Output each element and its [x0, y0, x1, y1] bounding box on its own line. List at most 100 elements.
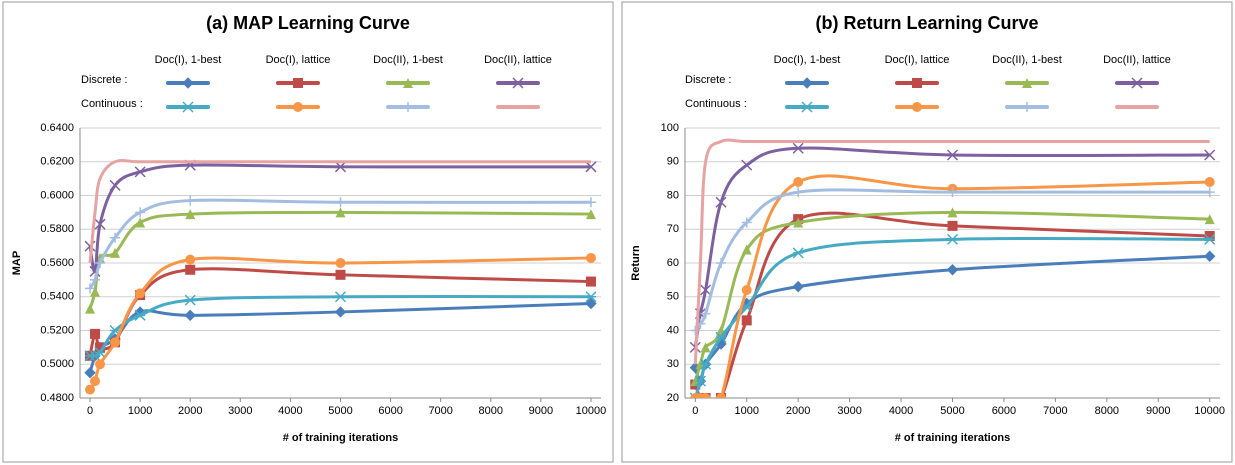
x-tick-label: 0: [692, 405, 698, 417]
marker: [741, 159, 753, 171]
marker: [94, 346, 106, 358]
legend-column-label: Doc(II), 1-best: [992, 54, 1062, 66]
marker: [1204, 231, 1215, 241]
marker: [801, 101, 813, 113]
marker: [1204, 233, 1216, 245]
marker: [85, 283, 96, 294]
x-tick-label: 4000: [889, 405, 913, 417]
x-tick-label: 1000: [734, 405, 758, 417]
marker: [946, 149, 959, 161]
marker: [801, 77, 813, 89]
y-tick-label: 60: [667, 257, 679, 269]
chart-panel: (a) MAP Learning Curve Doc(I), 1-best Doc(…: [2, 1, 614, 463]
marker: [293, 78, 303, 88]
marker: [741, 285, 752, 295]
x-tick-label: 5000: [940, 405, 964, 417]
marker: [334, 306, 347, 318]
marker: [700, 342, 711, 353]
legend-column-label: Doc(I), lattice: [885, 54, 950, 66]
legend-row-label: Continuous :: [81, 98, 143, 110]
series-line: [695, 174, 1210, 398]
marker: [716, 258, 727, 268]
marker: [334, 161, 347, 173]
marker: [792, 280, 804, 293]
marker: [1022, 102, 1032, 112]
y-tick-label: 0.5800: [40, 223, 74, 235]
marker: [135, 217, 146, 228]
marker: [1204, 214, 1215, 225]
marker: [912, 102, 922, 112]
marker: [512, 77, 524, 89]
marker: [585, 209, 596, 220]
x-tick-label: 2000: [786, 405, 810, 417]
marker: [793, 217, 804, 228]
marker: [184, 294, 196, 306]
legend-column-label: Doc(I), lattice: [266, 54, 331, 66]
marker: [585, 276, 596, 287]
x-tick-label: 6000: [378, 405, 402, 417]
x-tick-label: 8000: [1095, 405, 1119, 417]
y-tick-label: 20: [667, 392, 679, 404]
marker: [134, 166, 146, 178]
x-tick-label: 3000: [837, 405, 861, 417]
marker: [793, 187, 804, 198]
marker: [182, 101, 194, 113]
marker: [1022, 78, 1032, 88]
marker: [741, 217, 752, 228]
marker: [947, 220, 958, 231]
x-tick-label: 10000: [1194, 405, 1225, 417]
series-line: [693, 211, 1210, 398]
marker: [134, 309, 146, 321]
marker: [334, 291, 347, 303]
marker: [90, 286, 101, 297]
marker: [182, 77, 194, 89]
marker: [947, 207, 958, 218]
marker: [185, 209, 196, 220]
x-tick-label: 8000: [479, 405, 503, 417]
marker: [585, 297, 597, 310]
x-tick-label: 4000: [278, 405, 302, 417]
x-tick-label: 7000: [1043, 405, 1067, 417]
marker: [109, 179, 121, 191]
y-axis-label: Return: [630, 245, 642, 281]
marker: [792, 142, 804, 154]
marker: [335, 258, 346, 268]
marker: [793, 177, 804, 187]
marker: [90, 328, 101, 339]
legend-column-label: Doc(II), 1-best: [373, 54, 443, 66]
series-line: [693, 236, 1210, 398]
x-tick-label: 0: [87, 405, 93, 417]
series-line: [88, 163, 591, 274]
y-tick-label: 0.6200: [40, 156, 74, 168]
chart-title: (b) Return Learning Curve: [815, 13, 1038, 33]
marker: [946, 233, 959, 245]
marker: [134, 306, 146, 318]
y-tick-label: 80: [667, 189, 679, 201]
legend-column-label: Doc(II), lattice: [1103, 54, 1171, 66]
marker: [95, 258, 106, 268]
y-tick-label: 0.5000: [40, 358, 74, 370]
legend-row-label: Discrete :: [685, 74, 731, 86]
y-tick-label: 40: [667, 324, 679, 336]
x-tick-label: 9000: [1146, 405, 1170, 417]
marker: [741, 244, 752, 255]
marker: [185, 254, 196, 265]
y-tick-label: 90: [667, 156, 679, 168]
x-tick-label: 1000: [128, 405, 152, 417]
series-line: [88, 159, 591, 264]
marker: [1204, 177, 1215, 187]
marker: [700, 393, 711, 398]
y-axis-label: MAP: [11, 251, 23, 275]
marker: [335, 269, 346, 280]
marker: [585, 197, 596, 208]
legend-column-label: Doc(I), 1-best: [774, 54, 841, 66]
marker: [95, 342, 106, 353]
plot-area: [84, 159, 597, 395]
marker: [135, 288, 146, 299]
marker: [403, 78, 413, 88]
x-tick-label: 2000: [178, 405, 202, 417]
marker: [792, 247, 804, 259]
marker: [95, 359, 106, 370]
x-tick-label: 5000: [328, 405, 352, 417]
y-tick-label: 30: [667, 358, 679, 370]
